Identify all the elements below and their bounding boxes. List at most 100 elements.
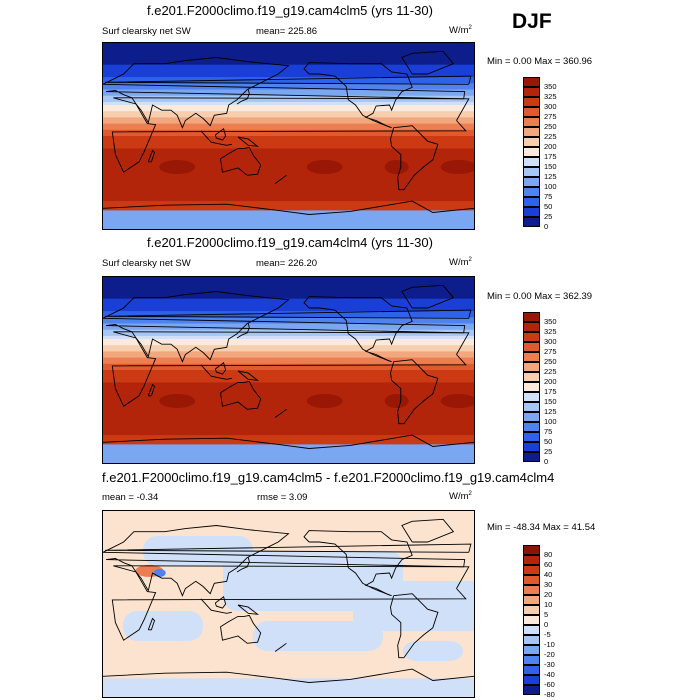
colorbar-tick-label: 25 [544,212,553,221]
colorbar-tick-label: 275 [544,112,557,121]
field-band [103,194,474,199]
field-maximum [159,394,196,408]
colorbar-swatch [523,362,540,372]
coastline [200,364,232,380]
colorbar-swatch [523,645,540,655]
field-band [103,43,474,47]
colorbar-tick-label: 25 [544,447,553,456]
coastline [236,557,250,573]
field-band [103,111,474,115]
field-band [103,419,474,424]
coastline [105,309,472,319]
coastline [274,642,287,652]
panel2-minmax: Min = 0.00 Max = 362.39 [487,291,593,302]
panel1-title: f.e201.F2000climo.f19_g19.cam4clm5 (yrs … [147,3,433,18]
colorbar-swatch [523,372,540,382]
panel1-variable: Surf clearsky net SW [102,26,191,37]
coastline [214,362,227,375]
colorbar-swatch [523,137,540,147]
field-band [103,67,474,72]
colorbar-swatch [523,615,540,625]
field-band [103,114,474,118]
field-maximum [440,160,474,174]
colorbar-swatch [523,177,540,187]
coastline [200,598,232,614]
colorbar-swatch [523,157,540,167]
field-band [103,142,474,146]
coastline [111,97,470,173]
field-band [103,120,474,125]
field-maximum [306,160,343,174]
field-band [103,379,474,383]
colorbar-swatch [523,332,540,342]
field-band [103,101,474,106]
colorbar-swatch [523,322,540,332]
field-band [103,397,474,402]
colorbar-tick-label: 225 [544,367,557,376]
colorbar-tick-label: -5 [544,630,551,639]
panel2-units: W/m2 [449,257,472,269]
panel1-map [102,42,475,230]
field-band [103,407,474,411]
field-band [103,123,474,128]
colorbar-tick-label: 350 [544,82,557,91]
field-band [103,179,474,184]
diff-antarctic [103,678,474,697]
colorbar-tick-label: 0 [544,222,549,231]
colorbar-tick-label: 100 [544,417,557,426]
diff-negative-region [353,581,474,631]
panel1-colorbar: 350 325 300 275 250 225 200 175 150 125 100 75 50 25 0 [523,77,557,231]
panel3-minmax: Min = -48.34 Max = 41.54 [487,522,596,533]
coastline [103,668,474,683]
field-antarctic [103,210,474,229]
colorbar-tick-label: 325 [544,92,557,101]
field-band [103,148,474,153]
panel3-map-field [103,511,474,697]
field-band [103,52,474,56]
coastline [237,604,260,615]
panel3-mean: mean = -0.34 [102,492,159,503]
colorbar-swatch [523,402,540,412]
field-band [103,401,474,405]
field-band [103,348,474,352]
panel1-map-field [103,43,474,229]
colorbar-swatch [523,635,540,645]
panel2-title: f.e201.F2000climo.f19_g19.cam4clm4 (yrs … [147,235,433,250]
field-band [103,105,474,109]
field-band [103,145,474,149]
coastline [105,543,472,553]
coastline [303,530,413,597]
field-band [103,289,474,294]
coastline [401,50,455,75]
field-band [103,89,474,94]
field-band [103,295,474,300]
colorbar-tick-label: 175 [544,152,557,161]
colorbar-tick-label: 75 [544,427,553,436]
coastline [220,614,262,644]
field-band [103,351,474,356]
colorbar-tick-label: 75 [544,192,553,201]
field-band [103,376,474,380]
coastline [274,174,287,184]
panel1-minmax: Min = 0.00 Max = 360.96 [487,56,593,67]
colorbar-swatch [523,412,540,422]
coastline [220,380,262,410]
field-band [103,391,474,396]
colorbar-tick-label: 350 [544,317,557,326]
field-band [103,170,474,174]
field-maximum [384,160,409,174]
field-band [103,335,474,340]
colorbar-tick-label: 50 [544,202,553,211]
colorbar-swatch [523,432,540,442]
coastline [103,434,474,449]
colorbar-tick-label: 10 [544,600,553,609]
field-band [103,98,474,103]
coastline [401,284,455,309]
field-band [103,339,474,343]
colorbar-tick-label: 80 [544,550,553,559]
field-band [103,207,474,211]
field-band [103,64,474,69]
colorbar-tick-label: 225 [544,132,557,141]
colorbar-swatch [523,87,540,97]
colorbar-swatch [523,197,540,207]
